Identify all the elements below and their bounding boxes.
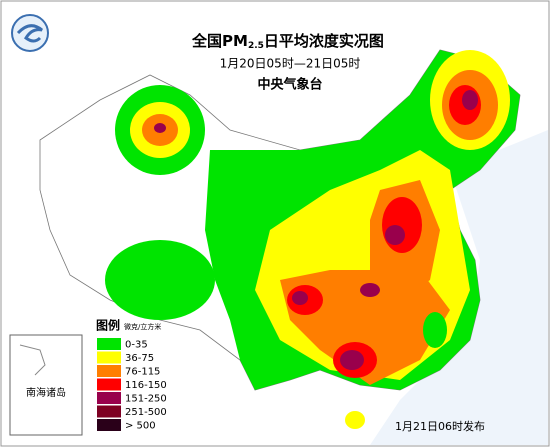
legend-label: 251-500 [125,407,167,418]
legend-unit: 微克/立方米 [124,322,161,331]
inset-label: 南海诸岛 [26,386,66,399]
legend: 图例 微克/立方米 0-35 36-75 76-115 116-150 151-250 2… [96,318,167,432]
legend-label: > 500 [125,421,156,432]
legend-swatch [97,351,121,364]
zone [105,240,215,320]
zone [345,411,365,429]
sea [370,130,548,445]
legend-label: 76-115 [125,367,160,378]
legend-swatch [97,419,121,431]
legend-label: 151-250 [125,394,167,405]
zone [340,350,364,370]
legend-label: 0-35 [125,340,148,351]
inset-coast [19,344,46,376]
title-prefix: 全国PM [191,32,248,50]
period: 1月20日05时—21日05时 [220,57,361,71]
issuer: 中央气象台 [257,77,322,93]
title: 全国PM2.5日平均浓度实况图 [191,32,384,51]
legend-title: 图例 [96,318,120,333]
legend-swatch [97,405,121,418]
release-time: 1月21日06时发布 [395,419,485,433]
legend-label: 116-150 [125,380,167,391]
legend-swatch [97,378,121,391]
zone [423,312,447,348]
legend-swatch [97,338,121,350]
zone [382,197,422,253]
zone [385,225,405,245]
zone [360,283,380,297]
legend-swatch [97,365,121,377]
pollution-zones [105,50,520,429]
inset-box [9,334,83,436]
legend-swatch [97,392,121,404]
zone [154,123,166,133]
zone [462,90,478,110]
title-subscript: 2.5 [248,41,264,51]
legend-label: 36-75 [125,353,154,364]
logo-mark [16,24,43,43]
title-suffix: 日平均浓度实况图 [264,32,384,50]
zone [292,291,308,305]
